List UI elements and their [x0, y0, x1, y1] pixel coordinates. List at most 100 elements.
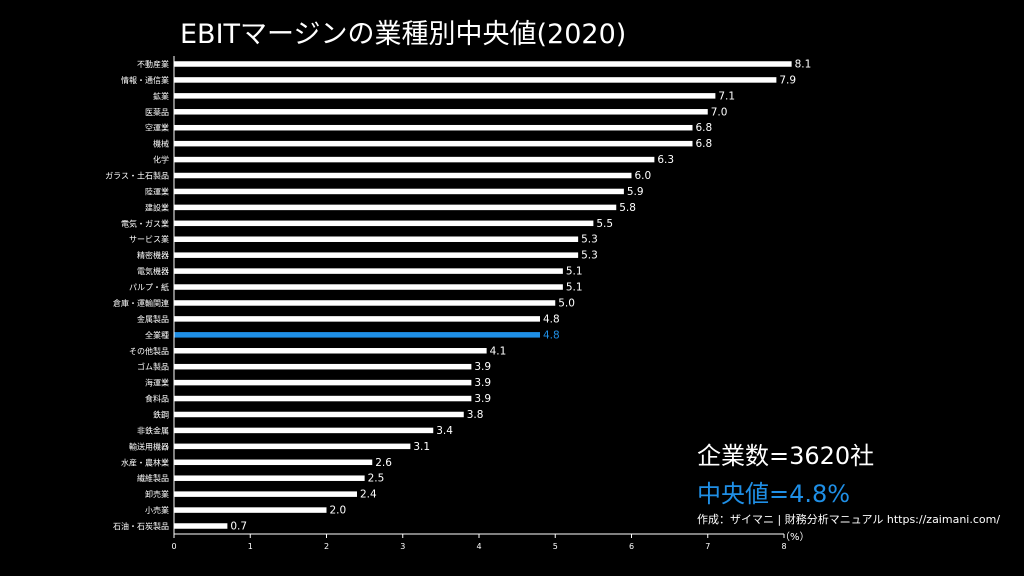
value-label-22: 3.8: [467, 409, 484, 421]
value-label-26: 2.5: [368, 473, 385, 485]
category-label-5: 機械: [153, 139, 169, 149]
value-label-10: 5.5: [596, 218, 613, 230]
value-label-0: 8.1: [795, 59, 812, 71]
category-label-6: 化学: [153, 155, 169, 165]
x-tick-label-2: 2: [324, 542, 329, 551]
value-label-23: 3.4: [436, 425, 453, 437]
bar-23: [174, 427, 434, 434]
value-label-20: 3.9: [474, 377, 491, 389]
value-label-29: 0.7: [230, 521, 247, 533]
category-label-23: 非鉄金属: [137, 425, 169, 435]
company-count-stat: 企業数=3620社: [697, 442, 875, 470]
bar-6: [174, 156, 655, 163]
value-label-25: 2.6: [375, 457, 392, 469]
bar-16: [174, 316, 540, 322]
bar-9: [174, 204, 617, 211]
bar-13: [174, 268, 563, 274]
bar-18: [174, 348, 487, 354]
category-label-12: 精密機器: [137, 250, 169, 260]
value-label-15: 5.0: [558, 297, 575, 309]
x-tick-label-7: 7: [705, 542, 710, 551]
bar-12: [174, 252, 579, 258]
x-axis-unit-label: （%）: [780, 532, 810, 543]
bar-29: [174, 523, 228, 529]
value-label-17: 4.8: [543, 329, 560, 341]
value-label-3: 7.0: [711, 106, 728, 118]
category-label-28: 小売業: [145, 505, 169, 515]
category-label-21: 食料品: [145, 394, 169, 404]
value-label-1: 7.9: [779, 74, 796, 86]
category-label-24: 輸送用機器: [129, 441, 169, 451]
category-label-10: 電気・ガス業: [121, 218, 169, 228]
bar-17: [174, 332, 540, 338]
category-labels-group: 不動産業情報・通信業鉱業医薬品空運業機械化学ガラス・土石製品陸運業建設業電気・ガ…: [105, 59, 169, 531]
x-tick-label-4: 4: [476, 542, 481, 551]
bar-22: [174, 411, 464, 418]
x-tick-label-3: 3: [400, 542, 405, 551]
category-label-19: ゴム製品: [137, 362, 169, 372]
value-label-24: 3.1: [413, 441, 430, 453]
bar-20: [174, 379, 472, 386]
value-label-16: 4.8: [543, 313, 560, 325]
bar-7: [174, 172, 632, 179]
bar-19: [174, 363, 472, 370]
median-stat: 中央値=4.8%: [697, 480, 851, 508]
value-label-28: 2.0: [330, 505, 347, 517]
value-label-5: 6.8: [696, 138, 713, 150]
bar-8: [174, 188, 624, 195]
value-label-18: 4.1: [490, 345, 507, 357]
bar-0: [174, 61, 792, 67]
bar-21: [174, 395, 472, 402]
x-tick-label-6: 6: [629, 542, 634, 551]
category-label-2: 鉱業: [153, 91, 169, 101]
value-label-8: 5.9: [627, 186, 644, 198]
value-label-9: 5.8: [619, 202, 636, 214]
category-label-4: 空運業: [145, 123, 169, 133]
x-tick-label-0: 0: [171, 542, 176, 551]
category-label-14: パルプ・紙: [129, 282, 169, 292]
x-axis: 0 1 2 3 4 5 6 7 8: [171, 56, 787, 551]
x-tick-label-5: 5: [553, 542, 558, 551]
bar-10: [174, 220, 594, 227]
bar-3: [174, 109, 708, 115]
category-label-18: その他製品: [129, 346, 169, 356]
bar-1: [174, 77, 777, 83]
value-label-14: 5.1: [566, 282, 583, 294]
category-label-7: ガラス・土石製品: [105, 171, 169, 181]
bar-14: [174, 284, 563, 290]
category-label-11: サービス業: [129, 234, 169, 244]
category-label-29: 石油・石炭製品: [113, 521, 169, 531]
bar-11: [174, 236, 579, 242]
value-label-12: 5.3: [581, 250, 598, 262]
category-label-9: 建設業: [145, 202, 169, 212]
category-label-26: 繊維製品: [137, 473, 169, 483]
bar-24: [174, 443, 411, 450]
category-label-25: 水産・農林業: [121, 457, 169, 467]
category-label-17: 全業種: [145, 330, 169, 340]
bar-5: [174, 140, 693, 147]
x-tick-label-8: 8: [781, 542, 786, 551]
bars-group: [174, 61, 792, 529]
bar-27: [174, 491, 357, 497]
bar-4: [174, 124, 693, 131]
category-label-15: 倉庫・運輸関連: [113, 298, 169, 308]
chart-title: EBITマージンの業種別中央値(2020): [180, 19, 627, 50]
value-labels-group: 8.1 7.9 7.1 7.0 6.8 6.8 6.3 6.0 5.9 5.8 5.5 5.3 5.3 5…: [230, 59, 811, 533]
value-label-27: 2.4: [360, 489, 377, 501]
bar-26: [174, 475, 365, 481]
value-label-6: 6.3: [657, 154, 674, 166]
category-label-16: 金属製品: [137, 314, 169, 324]
value-label-19: 3.9: [474, 361, 491, 373]
bar-15: [174, 300, 556, 306]
category-label-13: 電気機器: [137, 266, 169, 276]
category-label-1: 情報・通信業: [121, 75, 169, 85]
credit-text: 作成：ザイマニ | 財務分析マニュアル https://zaimani.com/: [697, 513, 1001, 526]
bar-2: [174, 93, 716, 99]
category-label-20: 海運業: [145, 378, 169, 388]
category-label-3: 医薬品: [145, 107, 169, 117]
value-label-4: 6.8: [696, 122, 713, 134]
bar-25: [174, 459, 373, 466]
value-label-21: 3.9: [474, 393, 491, 405]
x-tick-label-1: 1: [248, 542, 253, 551]
